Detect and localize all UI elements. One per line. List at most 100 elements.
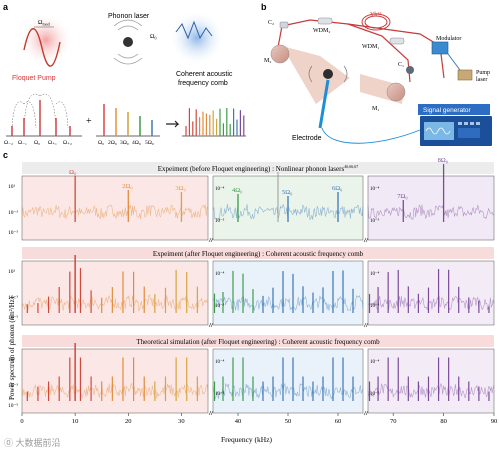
yb-fiber-coil — [361, 13, 391, 31]
y-tick-label: 10⁻³ — [8, 210, 18, 216]
panel-label-c: c — [3, 150, 8, 160]
omega-0-label: Ω0 — [150, 34, 156, 41]
x-tick-label: 0 — [20, 418, 23, 425]
harmonic-label: 3Ω₀ — [175, 185, 185, 192]
signal-generator-knob — [470, 122, 474, 125]
floquet-pump-illustration: Ωmod Floquet Pump — [12, 13, 73, 82]
floquet-pump-glow — [19, 13, 73, 67]
floquet-pump-wave — [23, 28, 61, 67]
comb-title-1: Coherent acoustic — [176, 71, 233, 78]
sound-arc-bottom — [113, 53, 143, 65]
yb-fiber-coil-inner — [364, 15, 388, 29]
electrode-wire — [321, 127, 421, 144]
harmonic-label: 2Ω₀ — [122, 183, 132, 190]
y-tick-label: 10⁻⁵ — [8, 315, 18, 321]
comb-title-2: frequency comb — [178, 80, 228, 87]
y-tick-label: 10⁻⁴ — [215, 186, 225, 192]
plot-frame — [21, 348, 209, 414]
x-tick-label: 30 — [178, 418, 185, 425]
spectrum-row: Expeiment (after Floquet engineering) : … — [8, 247, 495, 328]
harmonic-label: 4Ω₀ — [232, 187, 242, 194]
harmonic-label: 8Ω₀ — [438, 157, 448, 164]
electrode-label: Electrode — [292, 135, 322, 142]
x-tick-label: 60 — [335, 418, 342, 425]
modulator-label: Modulator — [436, 36, 461, 42]
particle-wave-arcs — [308, 65, 348, 83]
pump-laser-label-2: laser — [476, 77, 487, 83]
harmonic-label: 7Ω₀ — [397, 193, 407, 200]
pump-laser-box — [457, 69, 473, 81]
axis-break-icon — [208, 410, 214, 416]
phonon-particle-icon — [123, 37, 133, 47]
comb-glow — [169, 10, 225, 66]
modulator-box — [431, 41, 449, 55]
pump-laser-label-1: Pump — [476, 70, 490, 76]
sound-arc-top — [113, 19, 143, 31]
noise-floor — [21, 294, 209, 312]
y-tick-label: 10⁻⁴ — [370, 186, 380, 192]
yb-label: Yb³⁺ — [370, 11, 382, 18]
plot-frame — [367, 348, 495, 414]
sideband-arcs — [11, 94, 69, 129]
omega-mod-label: Ωmod — [38, 20, 50, 27]
x-tick-label: 20 — [125, 418, 132, 425]
row-title-bar — [22, 247, 494, 259]
spectrum-row: Expeiment (before Floquet engineering) :… — [8, 157, 495, 243]
c1-label: C₁ — [398, 62, 404, 68]
harmonic-spectrum: Ω₀ 2Ω₀ 3Ω₀ 4Ω₀ 5Ω₀ — [96, 104, 160, 146]
setup-schematic: C₂ WDM₂ Yb³⁺ WDM₁ Modulator Pump laser C… — [264, 11, 492, 146]
row-title-bar — [22, 335, 494, 347]
x-tick-label: 80 — [440, 418, 447, 425]
sideband-tick: Ω₋₁ — [18, 140, 27, 146]
signal-generator-knob — [458, 122, 462, 125]
row-title: Expeiment (before Floquet engineering) :… — [158, 164, 358, 173]
harmonic-tick: 3Ω₀ — [120, 140, 129, 146]
signal-generator-knob — [464, 122, 468, 125]
wdm1-component — [389, 37, 405, 45]
signal-generator-screen — [424, 122, 454, 140]
y-tick-label: 10¹ — [8, 184, 16, 190]
plot-frame — [21, 175, 209, 241]
harmonic-label: 5Ω₀ — [282, 189, 292, 196]
signal-generator-title-bar — [418, 104, 490, 115]
sideband-tick: Ω₊₁ — [48, 140, 57, 146]
harmonic-label: 6Ω₀ — [332, 185, 342, 192]
mirror-m1 — [386, 82, 406, 102]
wdm1-label: WDM₁ — [362, 44, 379, 50]
y-tick-label: 10⁻⁵ — [370, 218, 380, 224]
arrow-icon — [166, 120, 180, 128]
m1-label: M₁ — [372, 106, 379, 112]
spectrum-row: Theoretical simulation (after Floquet en… — [8, 335, 495, 416]
sideband-tick: Ω₀ — [34, 140, 40, 146]
harmonic-tick: 5Ω₀ — [145, 140, 154, 146]
plot-frame — [21, 260, 209, 326]
sideband-tick: Ω₊₂ — [63, 140, 72, 146]
axis-break-icon — [208, 237, 214, 243]
fiber-path — [347, 23, 411, 83]
noise-floor — [21, 382, 209, 399]
row-title: Expeiment (after Floquet engineering) : … — [153, 250, 364, 258]
comb-illustration: Coherent acoustic frequency comb — [169, 10, 233, 87]
row-title-bar — [22, 162, 494, 174]
floquet-pump-label: Floquet Pump — [12, 75, 56, 82]
x-axis-label: Frequency (kHz) — [221, 435, 273, 444]
circulator-c1 — [406, 66, 414, 74]
panel-label-a: a — [3, 2, 9, 12]
phonon-laser-label: Phonon laser — [108, 13, 150, 20]
wdm2-label: WDM₂ — [313, 28, 330, 34]
comb-result-spectrum — [182, 108, 246, 137]
noise-floor — [212, 382, 364, 400]
panel-label-b: b — [261, 2, 267, 12]
c2-label: C₂ — [268, 20, 274, 26]
axis-break-icon — [363, 237, 369, 243]
signal-generator-knob — [476, 122, 480, 125]
y-tick-label: 10⁻⁴ — [215, 271, 225, 277]
noise-floor — [367, 204, 495, 220]
sideband-spectrum: Ω₋₂ Ω₋₁ Ω₀ Ω₊₁ Ω₊₂ — [4, 94, 82, 146]
x-tick-label: 70 — [390, 418, 397, 425]
axis-break-icon — [363, 322, 369, 328]
y-tick-label: 10⁻⁵ — [8, 403, 18, 409]
x-tick-label: 10 — [72, 418, 79, 425]
wdm2-component — [317, 17, 333, 25]
